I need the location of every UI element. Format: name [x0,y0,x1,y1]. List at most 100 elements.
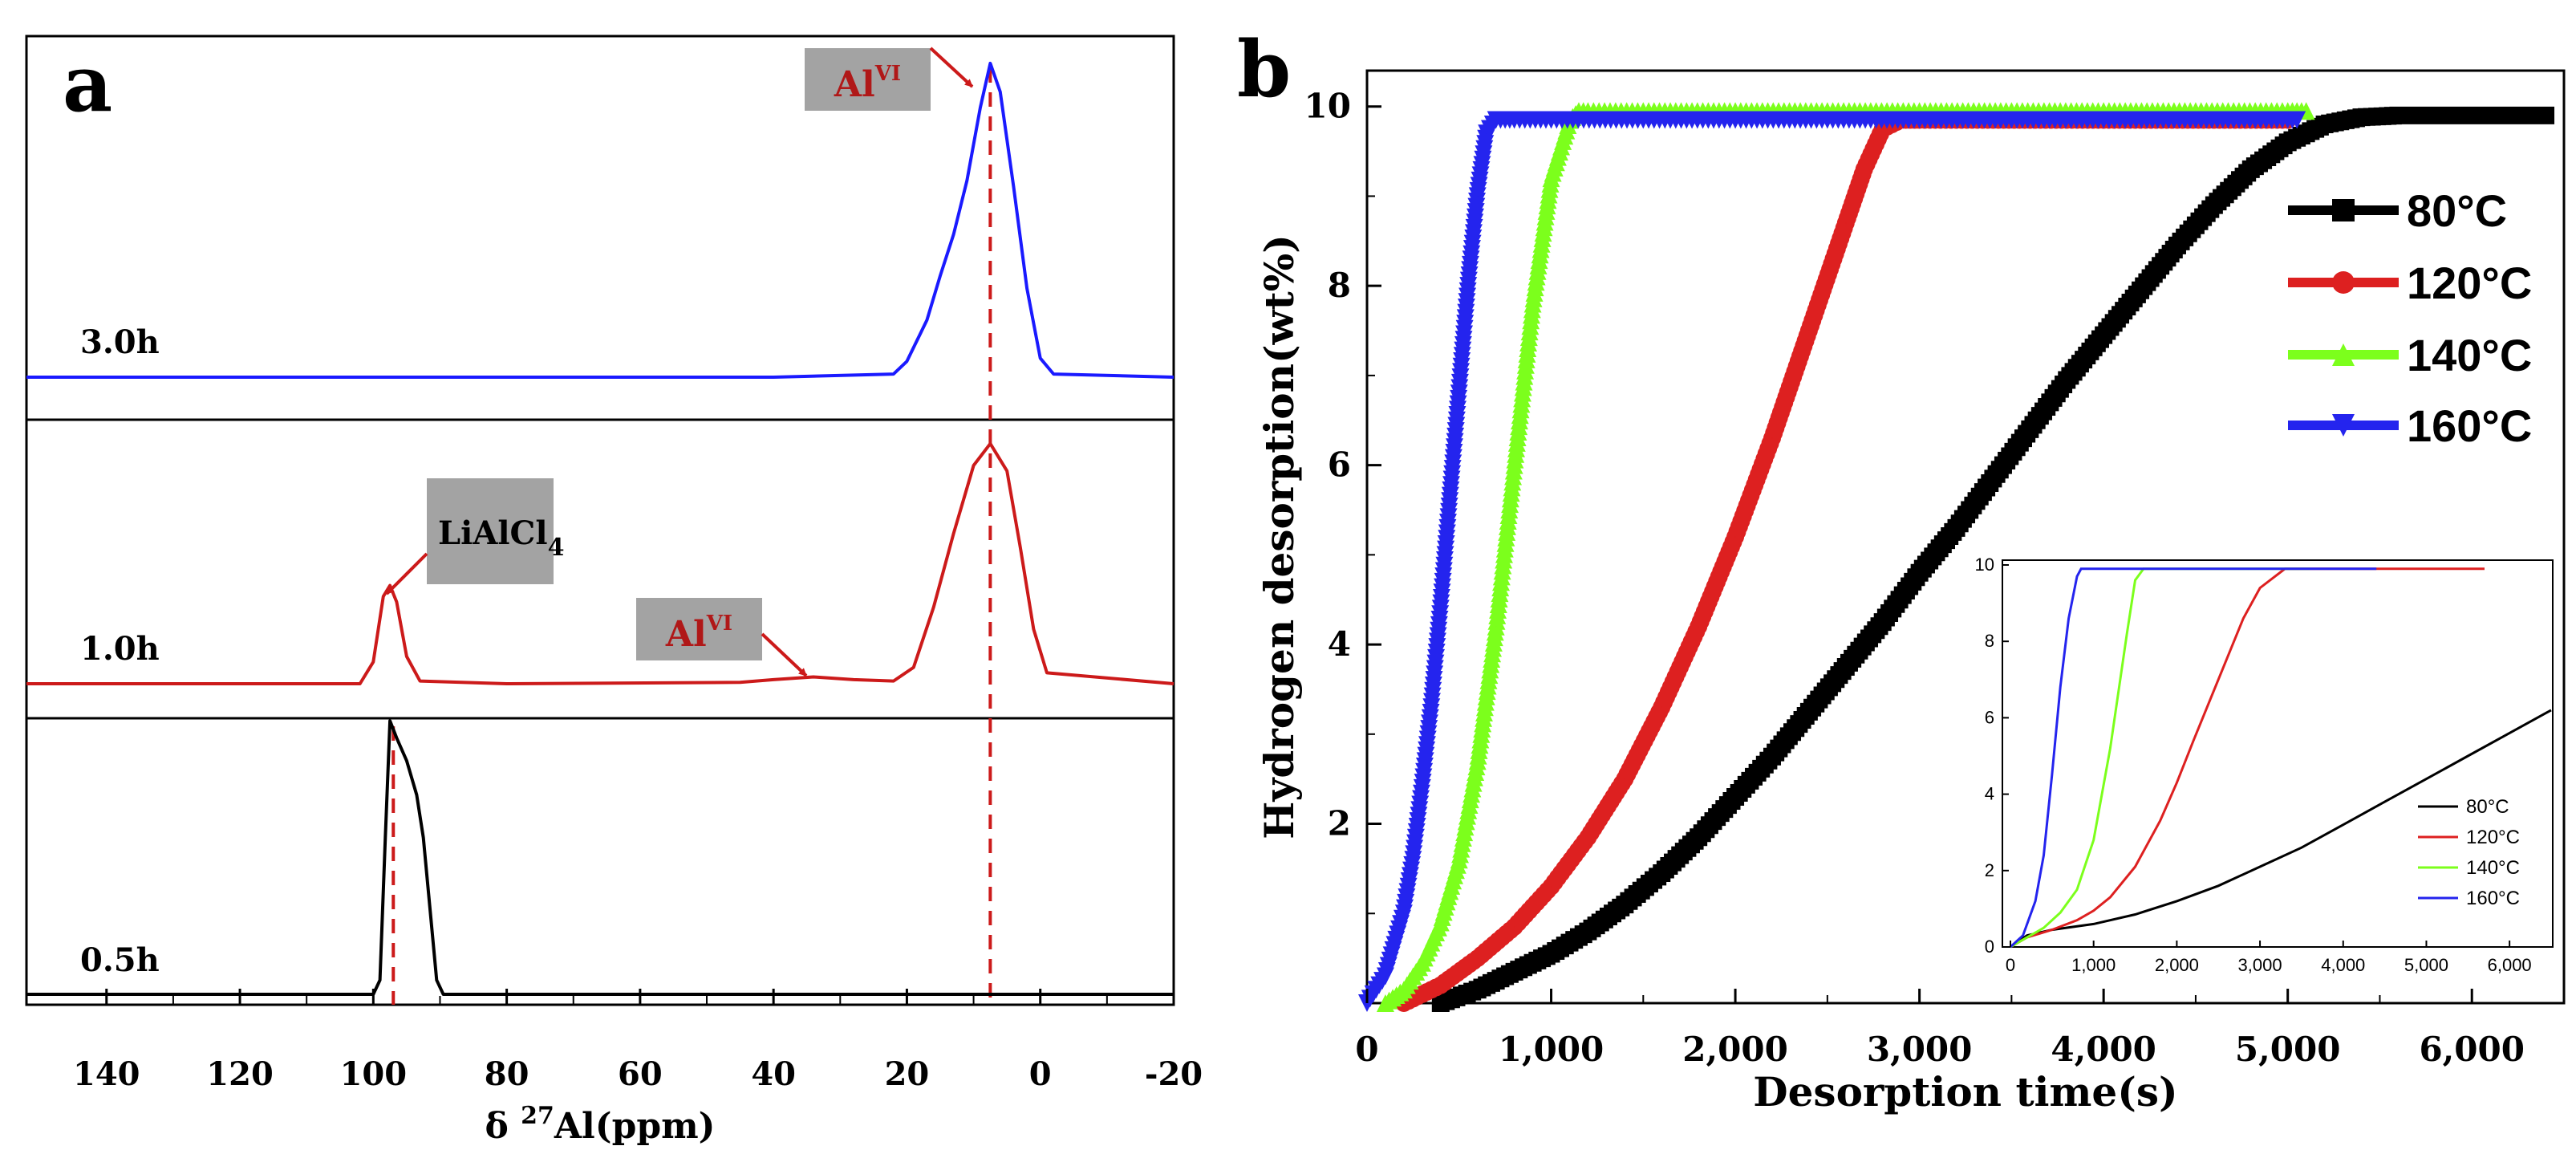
data-point [1808,711,1810,713]
data-point [1734,119,1736,120]
panel-b-y-axis-label: Hydrogen desorption(wt%) [1256,234,1303,839]
desorption-series-markers [1358,102,2555,1013]
annotation-box-0 [805,48,931,111]
b-x-tick-label-5: 5,000 [2235,1030,2341,1069]
data-point [1771,756,1773,758]
legend-label-1: 120°C [2407,258,2532,308]
data-point [1495,119,1497,120]
b-x-tick-label-4: 4,000 [2051,1030,2156,1069]
data-point [1624,904,1625,905]
x-tick-label-2: 100 [340,1055,408,1093]
inset-x-tick-label-4: 4,000 [2321,955,2365,975]
data-point [1458,859,1460,860]
data-point [2287,141,2289,143]
inset-x-tick-label-6: 6,000 [2488,955,2532,975]
legend-marker-1 [2332,271,2355,294]
series-1 [1394,111,2297,1013]
peak-annotations: AlVI LiAlCl4 AlVI [385,47,974,677]
annotation-box-1 [427,478,554,584]
annotation-arrow-1 [385,552,428,595]
data-point [1486,132,1487,134]
data-point [1514,971,1515,973]
data-point [1422,787,1423,789]
data-point [1440,608,1442,609]
legend-marker-0 [2332,199,2355,221]
data-point [2324,124,2326,125]
data-point [1919,119,1921,120]
data-point [2361,116,2363,118]
panel-b-hydrogen-desorption: b 0 1,000 2,000 3,000 4,000 5,000 6,000246810 … [1237,24,2566,1115]
series-markers-1 [1394,111,2297,1013]
data-point [1771,437,1773,439]
inset-chart: 0 1,000 2,000 3,000 4,000 5,000 6,000 0 2 4 6 8 10 80… [1975,555,2554,975]
annotation-box-2 [636,598,762,660]
data-point [2195,119,2197,120]
data-point [1412,859,1414,860]
x-tick-label-7: 0 [1029,1055,1052,1093]
data-point [2250,169,2252,170]
inset-legend-label-1: 120°C [2466,827,2520,848]
data-point [1477,195,1479,197]
legend-label-3: 160°C [2407,400,2532,451]
data-point [1808,330,1810,331]
data-point [1642,119,1644,120]
data-point [1467,285,1469,286]
x-tick-label-4: 60 [618,1055,663,1093]
inset-x-tick-label-0: 0 [2006,955,2015,975]
inset-legend-label-0: 80°C [2466,796,2509,818]
data-point [2140,290,2141,291]
panel-a-x-axis: 140 120 100 80 60 40 20 0 -20 [73,989,1203,1093]
x-tick-label-0: 140 [73,1055,140,1093]
data-point [2213,205,2215,206]
data-point [1624,778,1625,780]
inset-legend-label-2: 140°C [2466,857,2520,879]
x-tick-label-6: 20 [885,1055,930,1093]
data-point [2296,119,2298,120]
inset-y-tick-label-1: 2 [1985,860,1994,880]
data-point [1587,836,1588,838]
b-x-tick-label-0: 0 [1355,1030,1378,1069]
x-tick-label-1: 120 [206,1055,274,1093]
data-point [1440,1002,1442,1004]
inset-x-tick-label-1: 1,000 [2071,955,2116,975]
data-point [2306,110,2307,112]
b-x-tick-label-6: 6,000 [2419,1030,2525,1069]
nmr-curve-0 [26,61,1174,379]
data-point [1587,931,1588,933]
annotation-text-1: LiAlCl4 [438,514,564,562]
data-point [1734,796,1736,798]
panel-b-legend: 80°C 120°C 140°C 160°C [2288,185,2532,451]
data-point [1440,985,1442,986]
panel-a-frame [25,35,1175,1006]
data-point [1698,626,1699,628]
data-point [2029,429,2030,430]
nmr-curve-2 [26,719,1174,996]
data-point [2471,115,2473,116]
data-point [1514,465,1515,466]
data-point [1477,760,1479,762]
data-point [1532,303,1534,305]
b-x-tick-label-2: 2,000 [1682,1030,1788,1069]
panel-b-letter: b [1237,24,1291,115]
data-point [1845,666,1847,668]
inset-series-3 [2009,567,2377,949]
data-point [1385,1002,1386,1004]
data-point [2103,119,2104,120]
legend-marker-3 [2332,414,2355,437]
data-point [1882,128,1884,130]
data-point [2397,115,2399,116]
legend-marker-2 [2332,343,2355,366]
data-point [1661,706,1662,708]
inset-y-tick-label-0: 0 [1985,937,1994,957]
inset-series-0 [2010,709,2552,949]
x-tick-label-5: 40 [751,1055,796,1093]
inset-legend-label-3: 160°C [2466,888,2520,909]
b-y-tick-label-0: 2 [1328,804,1351,843]
annotation-arrow-0 [929,47,974,88]
inset-x-tick-label-2: 2,000 [2155,955,2199,975]
data-point [1440,921,1442,923]
data-point [1495,626,1497,628]
b-y-tick-label-1: 4 [1328,624,1351,664]
data-point [1514,119,1515,120]
